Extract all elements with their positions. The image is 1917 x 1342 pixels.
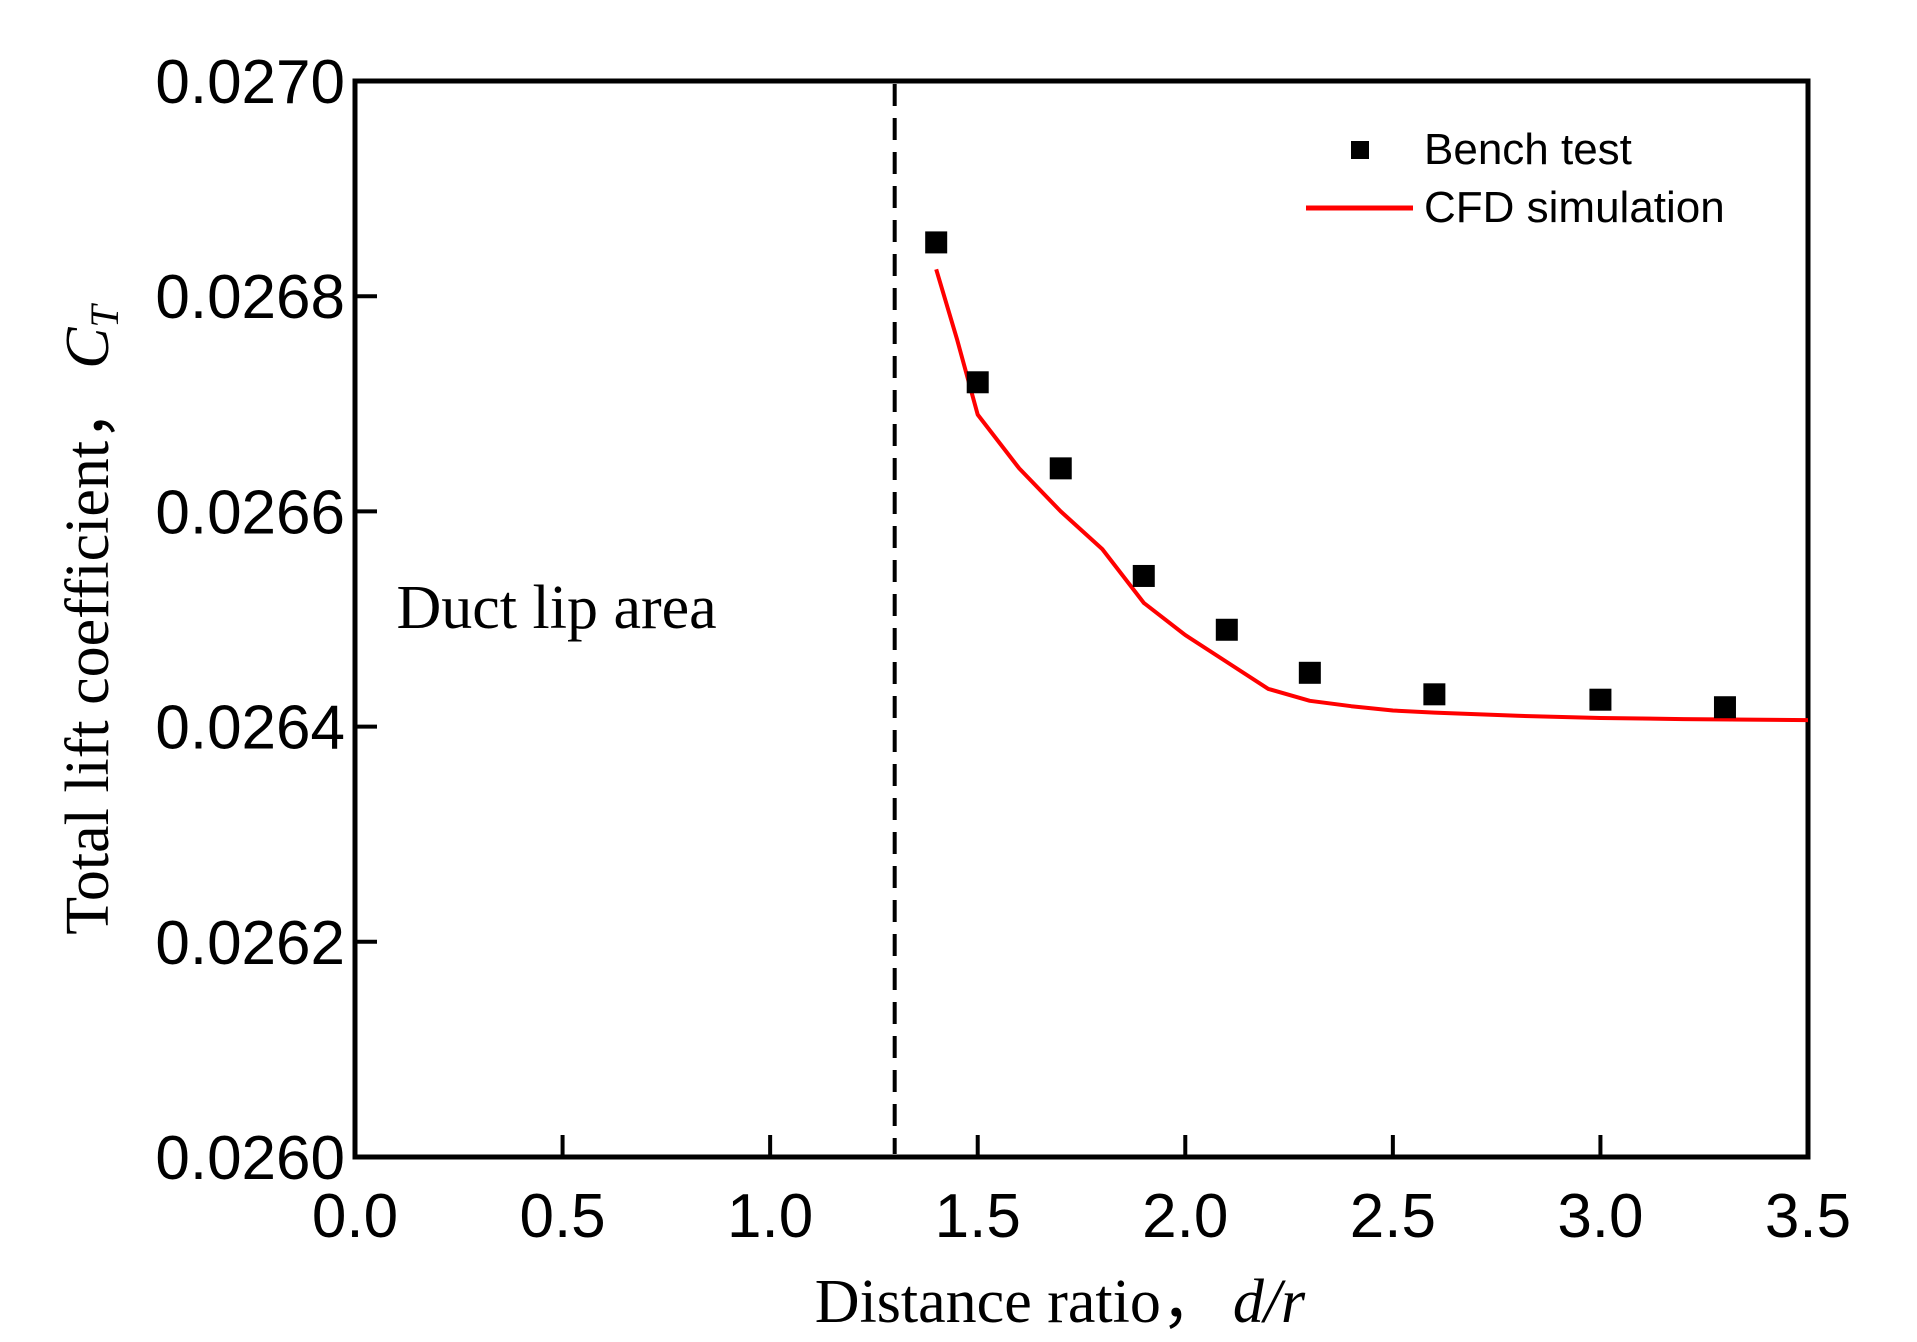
data-point-bench-test — [1049, 457, 1072, 480]
x-tick-label: 2.0 — [1142, 1182, 1228, 1251]
plot-frame — [352, 78, 1811, 1160]
data-point-bench-test — [1215, 618, 1238, 641]
y-tick-label: 0.0268 — [155, 263, 345, 332]
data-point-bench-test — [1713, 696, 1736, 719]
y-tick-label: 0.0266 — [155, 478, 345, 547]
data-point-bench-test — [1423, 683, 1446, 706]
x-tick-label: 1.0 — [727, 1182, 813, 1251]
y-tick-label: 0.0270 — [155, 48, 345, 117]
x-tick-label: 3.0 — [1557, 1182, 1643, 1251]
legend-label-cfd-simulation: CFD simulation — [1424, 183, 1725, 232]
y-axis-title: Total lift coefficient， CT — [54, 303, 127, 935]
series-lines — [934, 268, 1809, 723]
data-point-bench-test — [1132, 564, 1155, 587]
y-axis-title-text: Total lift coefficient， — [54, 379, 122, 935]
x-axis-title: Distance ratio， d/r — [815, 1268, 1306, 1336]
x-tick-label: 0.0 — [312, 1182, 398, 1251]
y-tick-label: 0.0260 — [155, 1124, 345, 1193]
x-axis-ticks: 0.0 0.5 1.0 1.5 2.0 2.5 3.0 3.5 — [312, 1135, 1851, 1251]
svg-text:Total lift coefficient，CT: Total lift coefficient， CT — [54, 303, 127, 935]
x-tick-label: 1.5 — [935, 1182, 1021, 1251]
series-points — [925, 231, 1736, 719]
x-tick-label: 2.5 — [1350, 1182, 1436, 1251]
legend: Bench test CFD simulation — [1306, 125, 1725, 232]
data-point-bench-test — [966, 371, 989, 394]
data-point-bench-test — [1298, 661, 1321, 684]
y-axis-ticks: 0.0260 0.0262 0.0264 0.0266 0.0268 0.0270 — [155, 48, 377, 1193]
y-axis-title-var: C — [54, 327, 122, 369]
y-axis-title-sub: T — [82, 303, 127, 328]
x-tick-label: 3.5 — [1765, 1182, 1851, 1251]
y-tick-label: 0.0264 — [155, 694, 345, 763]
data-point-bench-test — [925, 231, 948, 254]
duct-lip-area-label: Duct lip area — [397, 574, 717, 642]
x-tick-label: 0.5 — [519, 1182, 605, 1251]
legend-label-bench-test: Bench test — [1424, 125, 1632, 174]
svg-text:Distance ratio，d/r: Distance ratio， d/r — [815, 1268, 1306, 1336]
series-line-cfd-simulation — [934, 268, 1809, 723]
y-tick-label: 0.0262 — [155, 909, 345, 978]
x-axis-title-text: Distance ratio， — [815, 1268, 1223, 1336]
data-point-bench-test — [1589, 688, 1612, 711]
legend-marker-bench-test — [1351, 141, 1369, 159]
x-axis-title-var: d/r — [1233, 1268, 1306, 1336]
